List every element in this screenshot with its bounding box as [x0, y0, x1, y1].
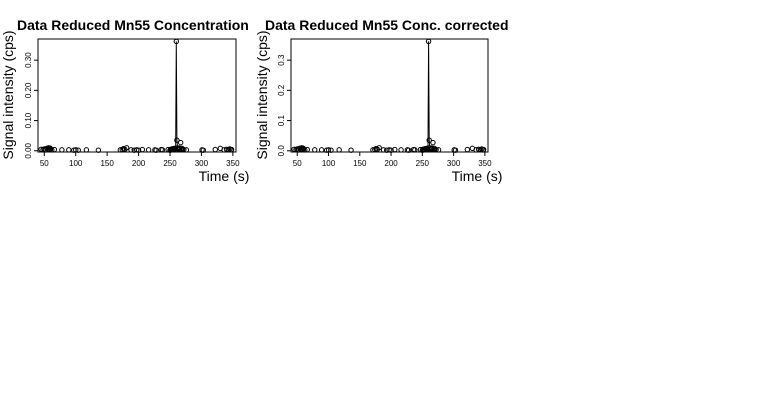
chart-1-data-point	[95, 147, 102, 153]
chart-2-data-point	[433, 146, 439, 153]
chart-2-data-point	[302, 147, 308, 153]
chart-2-x-tick-label: 50	[293, 159, 302, 168]
chart-1-x-tick-label: 50	[40, 159, 49, 168]
chart-1-data-point	[212, 146, 218, 153]
chart-2-data-point	[405, 147, 412, 153]
chart-1-x-tick-label: 150	[100, 159, 114, 168]
chart-2-y-axis-label: Signal intensity (cps)	[254, 30, 270, 159]
chart-1-data-point	[49, 147, 55, 153]
chart-1-data-point	[153, 147, 159, 153]
chart-1-data-point	[173, 38, 179, 45]
chart-1-title: Data Reduced Mn55 Concentration	[17, 17, 249, 33]
chart-2-data-point	[312, 147, 318, 153]
chart-2-data-point	[480, 146, 487, 153]
chart-1-data-point	[145, 147, 152, 153]
chart-2-data-point	[430, 139, 436, 146]
chart-2-x-tick-label: 150	[353, 159, 367, 168]
chart-2-data-point	[425, 38, 432, 45]
chart-1-y-tick-label: 0.00	[24, 142, 33, 158]
chart-2-data-point	[398, 147, 404, 153]
chart-1-plot-frame	[37, 38, 237, 153]
chart-2-data-point	[380, 147, 387, 153]
chart-1-data-point	[75, 147, 81, 153]
chart-1-y-tick-label: 0.30	[24, 52, 33, 68]
chart-2-data-point	[336, 147, 342, 153]
chart-2-data-point	[348, 147, 354, 153]
chart-2-x-tick-label: 200	[384, 159, 398, 168]
chart-1-data-point	[139, 146, 146, 153]
chart-1-x-axis-label: Time (s)	[199, 168, 250, 184]
chart-2-data-point	[325, 147, 332, 153]
chart-2-x-tick-label: 300	[447, 159, 461, 168]
chart-1-x-tick-label: 250	[163, 159, 177, 168]
chart-1-series-line	[174, 41, 179, 151]
chart-2-data-point	[318, 147, 325, 153]
chart-2-y-tick-label: 0.1	[277, 114, 286, 126]
chart-2-y-tick-label: 0.2	[277, 84, 286, 96]
chart-1-data-point	[228, 146, 235, 153]
chart-1-data-point	[181, 146, 187, 153]
chart-1-data-point	[59, 147, 65, 153]
chart-2-data-point	[300, 146, 307, 152]
chart-panel-1: Data Reduced Mn55 Concentration 50 100 150…	[0, 17, 249, 184]
chart-2-x-tick-label: 100	[322, 159, 336, 168]
chart-2-series-line	[426, 41, 431, 151]
chart-2-y-tick-label: 0.0	[277, 145, 286, 157]
chart-2-data-point	[392, 146, 398, 153]
chart-1-data-point	[174, 137, 180, 143]
chart-2-plot-frame	[290, 38, 489, 153]
chart-2-data-point	[435, 147, 442, 153]
chart-2-x-tick-label: 350	[478, 159, 492, 168]
chart-1-x-tick-label: 300	[195, 159, 209, 168]
chart-1-y-tick-label: 0.10	[24, 112, 33, 128]
chart-2-data-point	[464, 146, 471, 153]
chart-1-data-point	[73, 147, 79, 153]
chart-1-data-point	[200, 147, 207, 153]
chart-1-y-axis-label: Signal intensity (cps)	[0, 30, 16, 159]
chart-1-data-point	[128, 147, 134, 153]
chart-2-y-tick-label: 0.3	[277, 54, 286, 66]
chart-panel-2: Data Reduced Mn55 Conc. corrected 50 100 1…	[254, 17, 509, 184]
chart-1-data-point	[159, 147, 166, 153]
chart-2-x-axis-label: Time (s)	[452, 168, 503, 184]
chart-1-data-point	[183, 147, 190, 153]
chart-1-data-point	[177, 139, 184, 146]
chart-2-data-point	[304, 146, 310, 153]
chart-1-data-point	[83, 147, 90, 153]
chart-2-data-point	[372, 146, 378, 153]
chart-2-plot-area: 50 100 150 200 250 300 350 0.0 0.1 0.2 0.3	[277, 38, 492, 168]
chart-1-plot-area: 50 100 150 200 250 300 350 0.00 0.10 0.20 0.30	[24, 38, 240, 168]
chart-2-title: Data Reduced Mn55 Conc. corrected	[265, 17, 509, 33]
chart-1-x-tick-label: 350	[226, 159, 240, 168]
chart-1-data-point	[66, 147, 72, 153]
chart-1-x-tick-label: 100	[69, 159, 83, 168]
chart-1-data-point	[51, 146, 58, 153]
chart-2-data-point	[328, 147, 334, 153]
chart-2-data-point	[452, 147, 459, 153]
chart-2-data-point	[426, 137, 432, 143]
chart-1-data-point	[135, 147, 142, 153]
chart-1-x-tick-label: 200	[132, 159, 146, 168]
chart-2-data-point	[412, 147, 418, 153]
chart-2-data-point	[388, 147, 394, 153]
chart-1-data-point	[123, 145, 130, 151]
chart-2-data-point	[376, 145, 382, 151]
chart-1-y-tick-label: 0.20	[24, 82, 33, 98]
chart-2-x-tick-label: 250	[416, 159, 430, 168]
